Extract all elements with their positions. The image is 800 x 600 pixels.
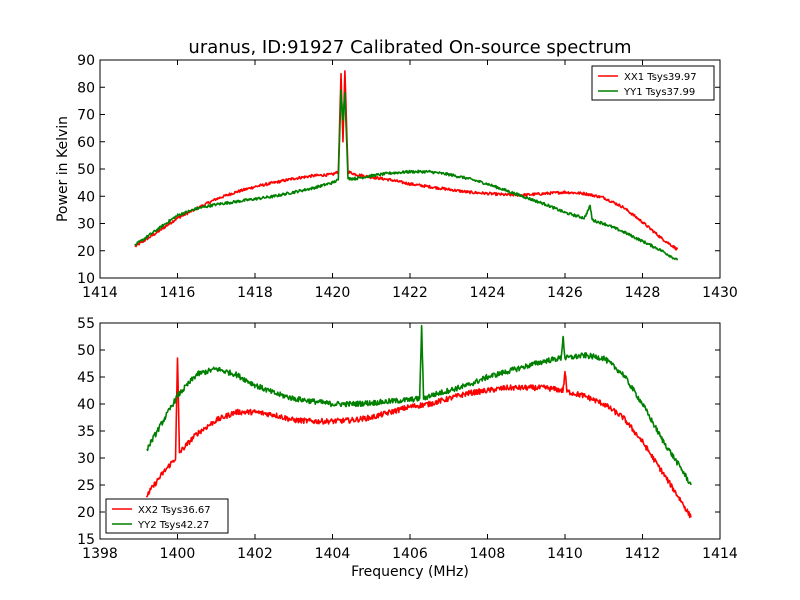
bottom-y-tick-label: 15: [77, 532, 95, 548]
bottom-y-tick-label: 20: [77, 505, 95, 521]
bottom-y-tick-label: 55: [77, 316, 95, 332]
bottom-y-tick-label: 25: [77, 478, 95, 494]
bottom-plot: 1398 1400 1402 1404 1406 1408 1410 1412 1414 15 20…: [77, 316, 738, 562]
bottom-x-tick-label: 1402: [237, 546, 273, 562]
bottom-x-tick-label: 1398: [82, 546, 118, 562]
bottom-series-group: [145, 324, 692, 519]
bottom-legend-box: [105, 498, 229, 534]
bottom-series-line-xx: [145, 357, 692, 519]
bottom-legend-label: YY2 Tsys42.27: [137, 520, 209, 531]
bottom-x-tick-label: 1400: [160, 546, 196, 562]
top-y-axis-label: Power in Kelvin: [55, 116, 71, 222]
top-y-tick-label: 50: [77, 162, 95, 178]
top-y-tick-label: 30: [77, 217, 95, 233]
top-y-tick-label: 90: [77, 53, 95, 69]
top-x-tick-label: 1430: [702, 285, 738, 301]
top-x-tick-label: 1426: [547, 285, 583, 301]
top-x-tick-label: 1428: [625, 285, 661, 301]
bottom-x-tick-label: 1414: [702, 546, 738, 562]
top-series-line-xx: [134, 70, 679, 251]
top-series-line-yy: [134, 89, 679, 261]
top-series-group: [134, 70, 679, 261]
top-legend-label: XX1 Tsys39.97: [624, 72, 697, 83]
top-x-tick-label: 1416: [160, 285, 196, 301]
top-x-tick-label: 1418: [237, 285, 273, 301]
bottom-x-tick-label: 1408: [470, 546, 506, 562]
bottom-y-tick-label: 35: [77, 424, 95, 440]
bottom-legend-label: XX2 Tsys36.67: [138, 505, 211, 516]
top-x-tick-label: 1422: [392, 285, 428, 301]
top-y-tick-label: 80: [77, 80, 95, 96]
bottom-x-tick-label: 1404: [315, 546, 351, 562]
top-plot: 1414 1416 1418 1420 1422 1424 1426 1428 1430 10 20…: [55, 53, 738, 301]
top-y-tick-label: 20: [77, 244, 95, 260]
top-x-tick-label: 1420: [315, 285, 351, 301]
top-legend-box: [591, 65, 715, 101]
bottom-x-tick-label: 1412: [625, 546, 661, 562]
bottom-y-tick-label: 40: [77, 397, 95, 413]
plots-group: 1414 1416 1418 1420 1422 1424 1426 1428 1430 10 20…: [55, 53, 738, 562]
figure-x-label: Frequency (MHz): [351, 564, 469, 580]
bottom-x-tick-label: 1410: [547, 546, 583, 562]
top-x-tick-label: 1424: [470, 285, 506, 301]
bottom-y-tick-label: 45: [77, 370, 95, 386]
top-x-tick-label: 1414: [82, 285, 118, 301]
top-y-tick-label: 70: [77, 108, 95, 124]
top-y-tick-label: 60: [77, 135, 95, 151]
figure-title: uranus, ID:91927 Calibrated On-source sp…: [188, 37, 631, 58]
top-legend: XX1 Tsys39.97 YY1 Tsys37.99: [591, 65, 715, 101]
bottom-series-line-yy: [146, 324, 692, 486]
top-legend-label: YY1 Tsys37.99: [623, 87, 695, 98]
top-y-tick-label: 10: [77, 271, 95, 287]
bottom-legend: XX2 Tsys36.67 YY2 Tsys42.27: [105, 498, 229, 534]
bottom-y-tick-label: 30: [77, 451, 95, 467]
bottom-y-tick-label: 50: [77, 343, 95, 359]
bottom-x-tick-label: 1406: [392, 546, 428, 562]
top-y-tick-label: 40: [77, 189, 95, 205]
